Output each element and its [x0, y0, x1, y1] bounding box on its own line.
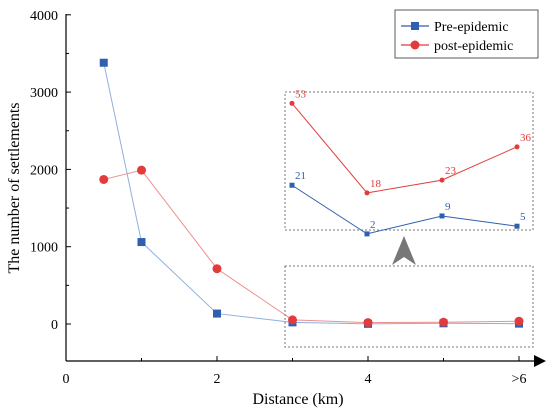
x-tick-label: >6 — [512, 372, 527, 387]
inset-point-pre-epidemic — [439, 213, 445, 219]
data-point-post-epidemic — [439, 317, 448, 327]
y-ticks: 0 1000 2000 3000 4000 — [30, 9, 71, 333]
x-tick-label: 0 — [63, 372, 70, 387]
inset-data-label-pre-epidemic: 21 — [295, 170, 306, 182]
data-point-pre-epidemic — [99, 58, 108, 67]
legend-label-post-epidemic: post-epidemic — [434, 39, 513, 54]
legend-marker-post-epidemic — [410, 40, 420, 50]
inset-point-pre-epidemic — [514, 223, 520, 229]
y-axis-label: The number of settlements — [6, 102, 23, 273]
legend-marker-pre-epidemic — [411, 22, 419, 30]
x-tick-label: 4 — [365, 372, 372, 387]
legend-box — [394, 9, 539, 59]
data-point-post-epidemic — [212, 264, 222, 274]
series-line-post-epidemic — [103, 169, 520, 324]
series-line-pre-epidemic — [103, 62, 520, 325]
inset-line-pre-epidemic — [291, 184, 518, 235]
inset-data-label-pre-epidemic: 9 — [445, 201, 451, 213]
data-point-post-epidemic — [288, 315, 297, 325]
legend-label-pre-epidemic: Pre-epidemic — [434, 20, 509, 35]
inset-point-post-epidemic — [514, 144, 520, 150]
data-point-post-epidemic — [514, 316, 524, 326]
y-tick-label: 0 — [51, 318, 58, 333]
x-tick-label: 2 — [214, 372, 221, 387]
inset-data-label-post-epidemic: 18 — [370, 178, 382, 190]
x-axis-arrow — [534, 355, 546, 367]
x-axis-label: Distance (km) — [252, 391, 343, 408]
inset-point-post-epidemic — [439, 177, 445, 183]
zoom-region-box — [284, 265, 534, 348]
y-tick-label: 3000 — [30, 86, 58, 101]
inset-data-label-pre-epidemic: 5 — [520, 211, 526, 223]
inset-data-label-post-epidemic: 53 — [295, 88, 307, 100]
main-series — [99, 58, 524, 328]
y-tick-label: 4000 — [30, 9, 58, 24]
inset-point-post-epidemic — [364, 190, 370, 196]
y-tick-label: 2000 — [30, 163, 58, 178]
inset-frame — [284, 91, 534, 231]
data-point-pre-epidemic — [137, 238, 146, 247]
inset-panel: 21 2 9 5 53 18 23 36 — [284, 88, 534, 237]
data-point-pre-epidemic — [213, 309, 221, 318]
main-plot: 0 1000 2000 3000 4000 0 2 4 >6 Distance (km) Th… — [6, 9, 546, 408]
inset-data-label-post-epidemic: 36 — [520, 132, 532, 144]
inset-data-label-pre-epidemic: 2 — [370, 219, 376, 231]
x-ticks: 0 2 4 >6 — [63, 356, 527, 387]
inset-point-post-epidemic — [289, 100, 295, 106]
inset-point-pre-epidemic — [289, 182, 295, 188]
data-point-post-epidemic — [99, 174, 109, 184]
zoom-arrow-icon — [392, 236, 416, 265]
inset-series: 21 2 9 5 53 18 23 36 — [289, 88, 532, 237]
data-point-post-epidemic — [137, 165, 146, 175]
legend: Pre-epidemic post-epidemic — [394, 9, 539, 59]
inset-point-pre-epidemic — [364, 231, 370, 237]
data-point-post-epidemic — [363, 318, 373, 328]
inset-line-post-epidemic — [291, 102, 518, 194]
y-tick-label: 1000 — [30, 241, 58, 256]
inset-data-label-post-epidemic: 23 — [445, 165, 457, 177]
